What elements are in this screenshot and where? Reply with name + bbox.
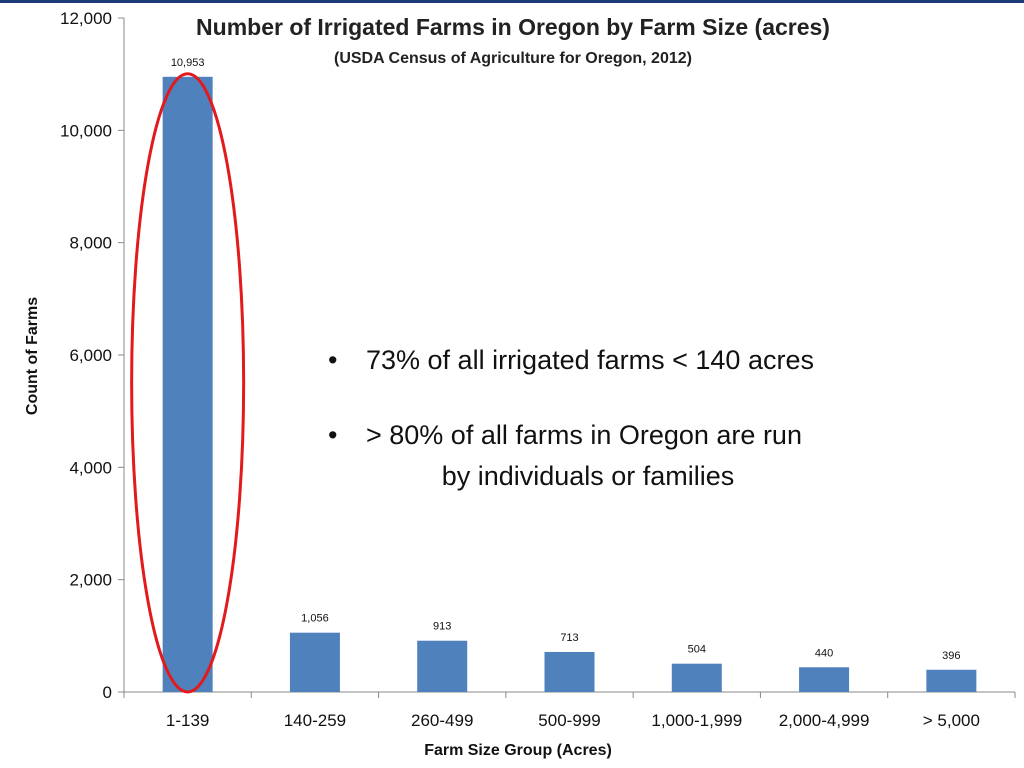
note-text: > 80% of all farms in Oregon are run <box>366 420 802 450</box>
y-tick-label: 6,000 <box>69 346 112 365</box>
y-tick-label: 12,000 <box>60 9 112 28</box>
bar <box>162 76 213 692</box>
y-tick-label: 10,000 <box>60 121 112 140</box>
data-label: 10,953 <box>171 57 205 69</box>
data-labels: 10,953 1,056 913 713 504 440 396 <box>171 57 961 662</box>
data-label: 396 <box>942 650 960 662</box>
x-tick-label: 1,000-1,999 <box>651 711 742 730</box>
data-label: 440 <box>815 647 833 659</box>
x-tick-label: 260-499 <box>411 711 473 730</box>
y-tick-label: 8,000 <box>69 234 112 253</box>
bullet-icon: • <box>328 345 338 375</box>
chart-subtitle: (USDA Census of Agriculture for Oregon, … <box>334 50 692 67</box>
top-rule <box>0 0 1024 3</box>
bar <box>544 651 595 692</box>
x-axis: 1-139 140-259 260-499 500-999 1,000-1,999 2,0… <box>123 691 1016 730</box>
data-label: 1,056 <box>301 613 329 625</box>
data-label: 913 <box>433 621 451 633</box>
note-item: • > 80% of all farms in Oregon are run b… <box>320 415 920 497</box>
data-label: 713 <box>560 632 578 644</box>
bar <box>671 663 722 692</box>
y-axis-title: Count of Farms <box>24 297 41 415</box>
bars <box>162 76 977 692</box>
note-item: • 73% of all irrigated farms < 140 acres <box>320 340 920 381</box>
y-tick-label: 4,000 <box>69 458 112 477</box>
x-tick-label: 140-259 <box>284 711 346 730</box>
y-axis: 0 2,000 4,000 6,000 8,000 10,000 12,000 <box>60 9 125 702</box>
y-tick-label: 0 <box>103 683 112 702</box>
highlight-ellipse <box>130 72 246 694</box>
bar <box>926 669 977 692</box>
x-tick-label: 1-139 <box>166 711 209 730</box>
x-axis-title: Farm Size Group (Acres) <box>424 742 612 759</box>
chart-title: Number of Irrigated Farms in Oregon by F… <box>196 14 830 40</box>
bar <box>417 640 468 692</box>
x-tick-label: 2,000-4,999 <box>779 711 870 730</box>
x-tick-label: > 5,000 <box>923 711 980 730</box>
note-text: 73% of all irrigated farms < 140 acres <box>366 345 814 375</box>
notes-list: • 73% of all irrigated farms < 140 acres… <box>320 340 920 531</box>
note-text-continued: by individuals or families <box>441 461 735 491</box>
data-label: 504 <box>688 644 706 656</box>
bar <box>289 632 340 692</box>
bar <box>799 667 850 692</box>
y-tick-label: 2,000 <box>69 571 112 590</box>
x-tick-label: 500-999 <box>538 711 600 730</box>
bullet-icon: • <box>328 420 338 450</box>
